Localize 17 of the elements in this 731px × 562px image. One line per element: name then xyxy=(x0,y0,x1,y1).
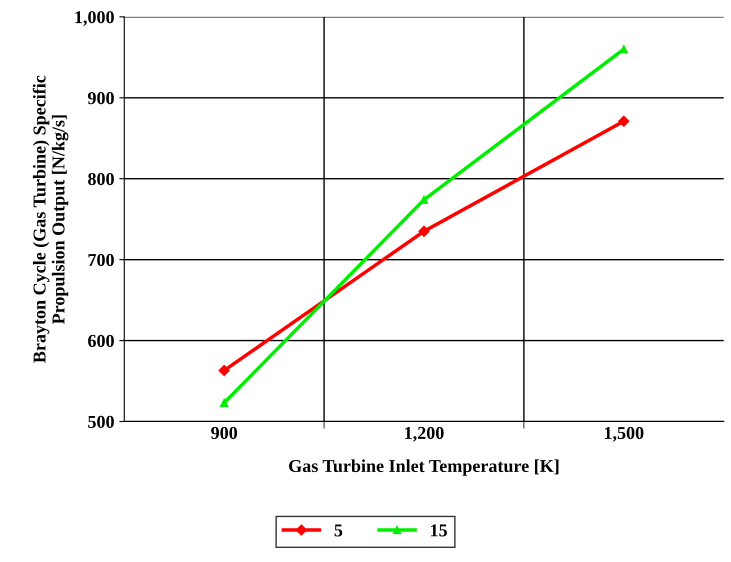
x-tick-label: 900 xyxy=(211,426,238,440)
y-axis-title: Brayton Cycle (Gas Turbine) Specific Propulsion Output [N/kg/s] xyxy=(32,76,68,363)
legend-label: 15 xyxy=(431,524,447,536)
point xyxy=(220,398,228,408)
y-tick-label: 500 xyxy=(88,416,114,428)
y-tick-label: 1,000 xyxy=(75,11,114,26)
x-axis-title: Gas Turbine Inlet Temperature [K] xyxy=(289,459,558,476)
y-tick-label: 600 xyxy=(88,334,114,348)
x-tick-label: 1,200 xyxy=(405,426,444,442)
x-tick-label: 1,500 xyxy=(604,426,644,442)
point xyxy=(218,364,230,376)
y-tick-label: 900 xyxy=(88,92,114,104)
point xyxy=(618,116,630,127)
point xyxy=(418,226,430,237)
y-tick-label: 700 xyxy=(88,254,114,266)
y-tick-label: 800 xyxy=(88,172,114,186)
legend-label: 5 xyxy=(334,524,342,536)
